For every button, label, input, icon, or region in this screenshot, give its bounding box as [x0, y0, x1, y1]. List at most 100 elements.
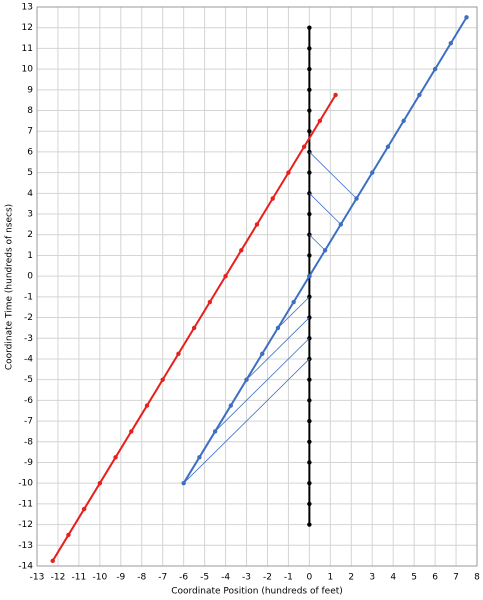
x-tick-label: -3 — [242, 573, 251, 583]
point — [50, 558, 55, 564]
point — [307, 46, 312, 51]
y-tick-label: 12 — [22, 23, 33, 33]
point — [307, 418, 312, 424]
y-tick-label: -12 — [18, 520, 33, 530]
series-line — [309, 234, 326, 251]
x-tick-label: 0 — [307, 573, 313, 583]
y-tick-label: 2 — [27, 230, 33, 240]
series-line — [183, 358, 310, 484]
y-tick-label: 11 — [22, 44, 33, 54]
point — [464, 15, 469, 20]
point — [254, 222, 260, 227]
point — [370, 170, 375, 175]
point — [307, 501, 312, 507]
x-tick-label: -2 — [263, 573, 272, 583]
point — [286, 170, 291, 175]
point — [333, 92, 338, 98]
x-axis-label: Coordinate Position (hundreds of feet) — [171, 587, 343, 597]
point — [160, 377, 165, 382]
y-tick-label: 7 — [27, 127, 33, 137]
point — [307, 129, 312, 134]
x-tick-label: -4 — [221, 573, 230, 583]
y-tick-label: -13 — [18, 541, 33, 551]
y-tick-label: -6 — [24, 396, 33, 406]
x-tick-label: 8 — [474, 573, 480, 583]
point — [307, 253, 312, 258]
point — [317, 118, 323, 124]
y-tick-label: 3 — [27, 210, 33, 220]
y-tick-label: -8 — [24, 437, 33, 447]
y-tick-label: -2 — [24, 313, 33, 323]
point — [270, 196, 275, 201]
x-tick-label: -12 — [51, 573, 66, 583]
y-tick-label: 13 — [22, 3, 33, 13]
x-tick-label: -1 — [284, 573, 293, 583]
point — [307, 522, 312, 527]
point — [307, 460, 312, 465]
y-axis-label: Coordinate Time (hundreds of nsecs) — [5, 204, 15, 370]
point — [307, 273, 312, 279]
y-tick-label: -7 — [24, 417, 33, 427]
point — [291, 299, 296, 305]
point — [223, 273, 228, 279]
point — [307, 398, 312, 403]
y-tick-label: 9 — [27, 85, 33, 95]
point — [176, 351, 181, 356]
point — [260, 351, 265, 356]
y-tick-label: 5 — [27, 168, 33, 178]
series-line — [246, 317, 310, 380]
y-tick-label: 0 — [27, 272, 33, 282]
point — [239, 248, 244, 253]
x-tick-label: -7 — [158, 573, 167, 583]
x-tick-label: 1 — [327, 573, 333, 583]
point — [307, 66, 312, 72]
point — [307, 108, 312, 113]
plot-frame — [36, 6, 478, 567]
point — [307, 377, 312, 382]
point — [144, 403, 150, 408]
x-tick-label: -6 — [179, 573, 188, 583]
point — [307, 480, 312, 486]
y-tick-label: -11 — [18, 499, 33, 509]
y-tick-label: -4 — [24, 354, 33, 364]
point — [97, 480, 103, 486]
y-tick-label: -10 — [18, 479, 33, 489]
point — [301, 144, 307, 149]
point — [207, 299, 213, 305]
point — [191, 325, 197, 331]
y-tick-label: -5 — [24, 375, 33, 385]
y-tick-label: -3 — [24, 334, 33, 344]
x-tick-label: 4 — [390, 573, 396, 583]
series-line — [277, 296, 310, 329]
point — [66, 532, 71, 538]
y-tick-label: 8 — [27, 106, 33, 116]
point — [307, 87, 312, 93]
x-tick-label: 2 — [348, 573, 354, 583]
x-tick-label: -8 — [137, 573, 146, 583]
y-tick-label: -9 — [24, 458, 33, 468]
y-tick-label: 6 — [27, 147, 33, 157]
x-tick-label: 3 — [369, 573, 375, 583]
point — [307, 170, 312, 175]
point — [417, 92, 422, 98]
series-line — [214, 337, 310, 432]
x-tick-label: 7 — [453, 573, 459, 583]
point — [448, 41, 454, 46]
point — [401, 118, 406, 124]
point — [113, 455, 118, 460]
point — [129, 429, 134, 434]
x-tick-label: -11 — [72, 573, 87, 583]
series-line — [309, 193, 342, 225]
point — [228, 403, 234, 408]
y-tick-label: -1 — [24, 292, 33, 302]
point — [307, 211, 312, 217]
x-tick-label: -9 — [116, 573, 125, 583]
x-tick-label: 5 — [411, 573, 417, 583]
y-tick-label: 1 — [27, 251, 33, 261]
x-tick-label: 6 — [432, 573, 438, 583]
y-tick-label: -14 — [18, 562, 33, 572]
x-tick-label: -10 — [93, 573, 108, 583]
x-tick-label: -5 — [200, 573, 209, 583]
point — [197, 455, 202, 460]
y-tick-label: 10 — [22, 65, 34, 75]
